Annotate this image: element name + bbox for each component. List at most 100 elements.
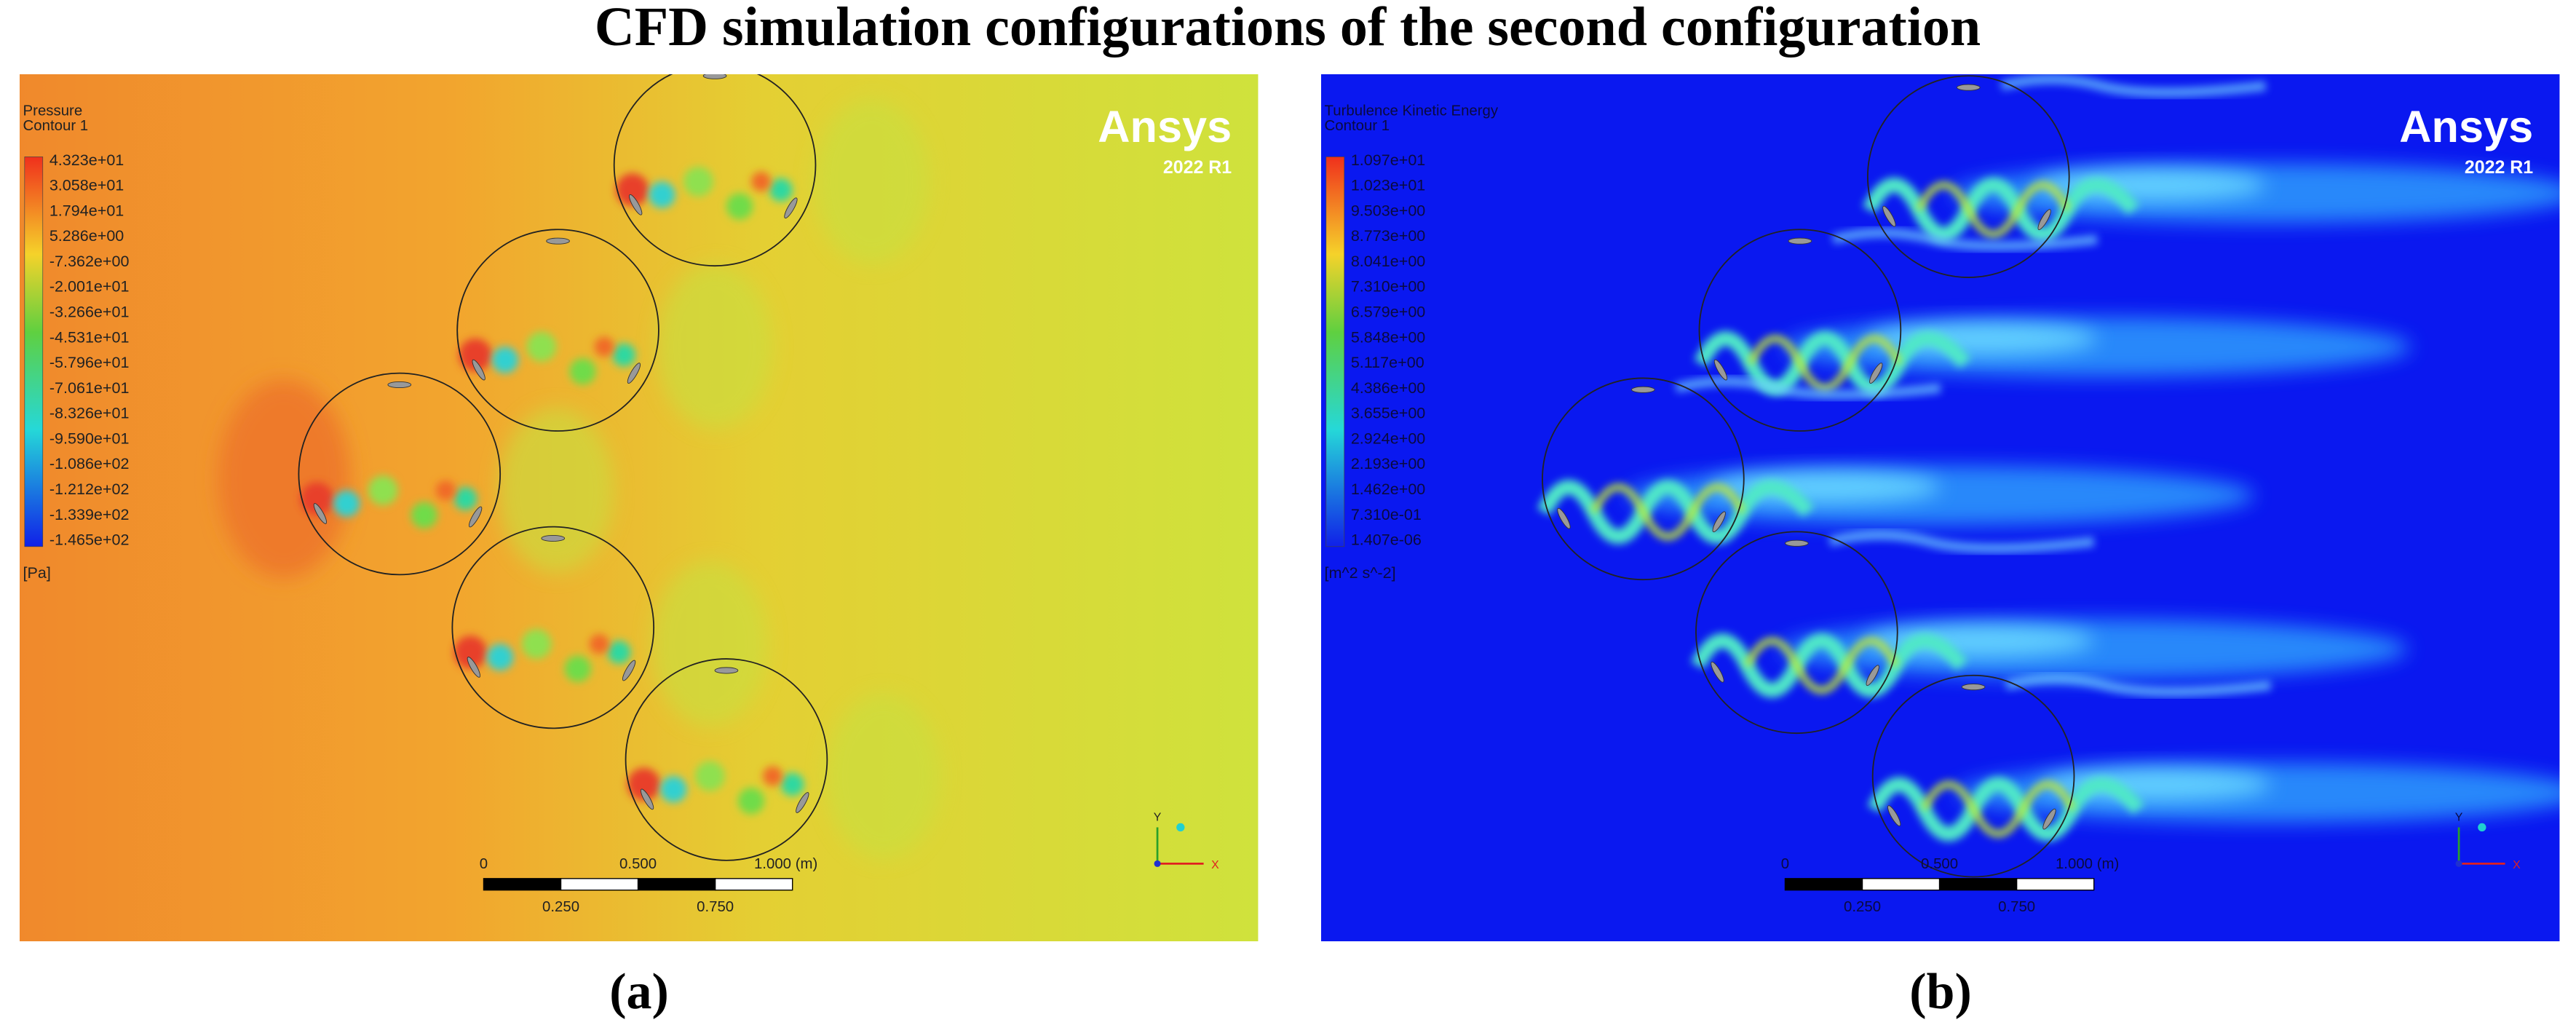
blade: [1788, 237, 1812, 245]
blade: [2037, 209, 2051, 230]
legend-value: 4.386e+00: [1351, 379, 1425, 397]
scale-bar-label: 1.000 (m): [2056, 856, 2119, 872]
legend-value: 1.097e+01: [1351, 151, 1425, 169]
blade: [1887, 805, 1901, 826]
blade: [1712, 511, 1726, 533]
scale-bar-segment: [560, 878, 639, 891]
legend-value: -1.339e+02: [49, 505, 130, 523]
legend-value: -2.001e+01: [49, 277, 130, 296]
legend-value: 6.579e+00: [1351, 302, 1425, 320]
legend-unit: [m^2 s^-2]: [1325, 563, 1396, 582]
scale-bar-label: 0.250: [1844, 899, 1881, 915]
panel-label: (a): [609, 964, 669, 1020]
legend-value: 1.462e+00: [1351, 480, 1425, 498]
legend-value: 5.117e+00: [1351, 353, 1424, 371]
blade: [1869, 363, 1883, 384]
rotor-domain: [298, 372, 502, 576]
legend-value: 1.407e-06: [1351, 531, 1422, 549]
rotor-domain: [1542, 377, 1745, 581]
colorbar: [24, 157, 44, 547]
legend-value: 8.041e+00: [1351, 252, 1425, 270]
blade: [702, 74, 727, 79]
blade: [1713, 359, 1728, 381]
blade: [2042, 808, 2056, 830]
legend-value: -9.590e+01: [49, 429, 130, 447]
legend-value: 8.773e+00: [1351, 226, 1425, 245]
rotor-domain: [613, 74, 817, 267]
version: 2022 R1: [1163, 157, 1232, 178]
rotor-domain: [1698, 229, 1902, 432]
legend-value: -4.531e+01: [49, 328, 130, 346]
rotor-domain: [1871, 674, 2075, 878]
scale-bar-label: 0.500: [619, 856, 657, 872]
logo: Ansys: [1098, 102, 1232, 151]
colorbar: [1325, 157, 1345, 547]
legend-unit: [Pa]: [23, 563, 51, 582]
version: 2022 R1: [2465, 157, 2533, 178]
axis-x-label: X: [1211, 859, 1219, 871]
scale-bar-segment: [637, 878, 716, 891]
legend-value: 9.503e+00: [1351, 201, 1425, 219]
scale-bar-segment: [1784, 878, 1863, 891]
blade: [1711, 661, 1724, 683]
blade: [546, 237, 570, 245]
legend-title: Turbulence Kinetic Energy: [1325, 103, 1499, 119]
scale-bar-segment: [2016, 878, 2095, 891]
panel-label: (b): [1909, 964, 1972, 1020]
legend-value: -7.061e+01: [49, 379, 130, 397]
rotor-domain: [1866, 75, 2070, 278]
axis-y-label: Y: [2455, 811, 2463, 823]
legend-subtitle: Contour 1: [23, 118, 89, 134]
blade: [1961, 684, 1986, 691]
legend-value: 2.193e+00: [1351, 454, 1425, 472]
scale-bar-segment: [1861, 878, 1941, 891]
scale-bar-label: 0.500: [1921, 856, 1958, 872]
legend-value: -1.212e+02: [49, 480, 130, 498]
blade: [1785, 539, 1809, 547]
scale-bar-segment: [1938, 878, 2018, 891]
legend-value: -7.362e+00: [49, 252, 130, 270]
scale-bar-label: 0: [1781, 856, 1789, 872]
legend-value: 7.310e-01: [1351, 505, 1422, 523]
contour-field: [20, 74, 1259, 942]
legend-value: 5.848e+00: [1351, 328, 1425, 346]
blade: [313, 503, 328, 524]
logo: Ansys: [2399, 102, 2533, 151]
legend-value: -8.326e+01: [49, 404, 130, 422]
blade: [387, 381, 412, 389]
axis-y-label: Y: [1154, 811, 1162, 823]
contour-field: [1321, 74, 2560, 942]
legend-value: 7.310e+00: [1351, 277, 1425, 296]
blade: [627, 363, 641, 384]
blade: [714, 667, 739, 674]
blade: [1557, 507, 1571, 529]
legend-title: Pressure: [23, 103, 83, 119]
scale-bar-segment: [714, 878, 793, 891]
legend-value: 3.058e+01: [49, 176, 124, 194]
scale-bar-segment: [483, 878, 562, 891]
legend-value: 5.286e+00: [49, 226, 124, 245]
blade: [1956, 84, 1981, 91]
scale-bar-label: 0.250: [542, 899, 579, 915]
legend-subtitle: Contour 1: [1325, 118, 1390, 134]
blade: [640, 788, 654, 810]
legend-value: -1.086e+02: [49, 454, 130, 472]
rotor-domain: [625, 658, 828, 861]
legend-value: 2.924e+00: [1351, 429, 1425, 447]
legend-value: -5.796e+01: [49, 353, 130, 371]
legend-value: 1.794e+01: [49, 201, 124, 219]
blade: [1631, 386, 1655, 393]
scale-bar-label: 0.750: [1998, 899, 2035, 915]
blade: [622, 660, 636, 681]
axis-x-label: X: [2513, 859, 2521, 871]
blade: [467, 657, 481, 678]
blade: [541, 534, 566, 542]
legend-value: -3.266e+01: [49, 302, 130, 320]
blade: [629, 194, 643, 215]
rotor-domain: [456, 229, 659, 432]
figure-title: CFD simulation configurations of the sec…: [595, 0, 1981, 58]
legend-value: 3.655e+00: [1351, 404, 1425, 422]
